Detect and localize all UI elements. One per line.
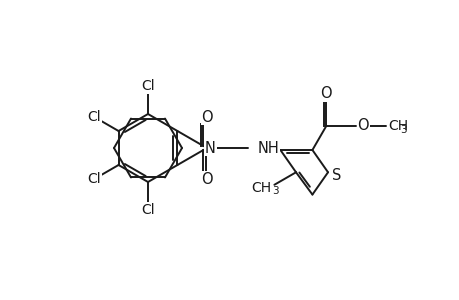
Text: N: N — [205, 140, 215, 155]
Text: O: O — [201, 172, 213, 187]
Text: Cl: Cl — [87, 110, 101, 124]
Text: 3: 3 — [399, 125, 406, 135]
Text: Cl: Cl — [141, 203, 155, 217]
Text: 3: 3 — [271, 186, 278, 196]
Text: O: O — [357, 118, 369, 133]
Text: Cl: Cl — [87, 172, 101, 186]
Text: S: S — [331, 168, 341, 183]
Text: CH: CH — [251, 181, 271, 195]
Text: O: O — [320, 86, 331, 101]
Text: O: O — [201, 110, 213, 124]
Text: CH: CH — [387, 119, 408, 133]
Text: NH: NH — [257, 140, 279, 155]
Text: Cl: Cl — [141, 79, 155, 93]
